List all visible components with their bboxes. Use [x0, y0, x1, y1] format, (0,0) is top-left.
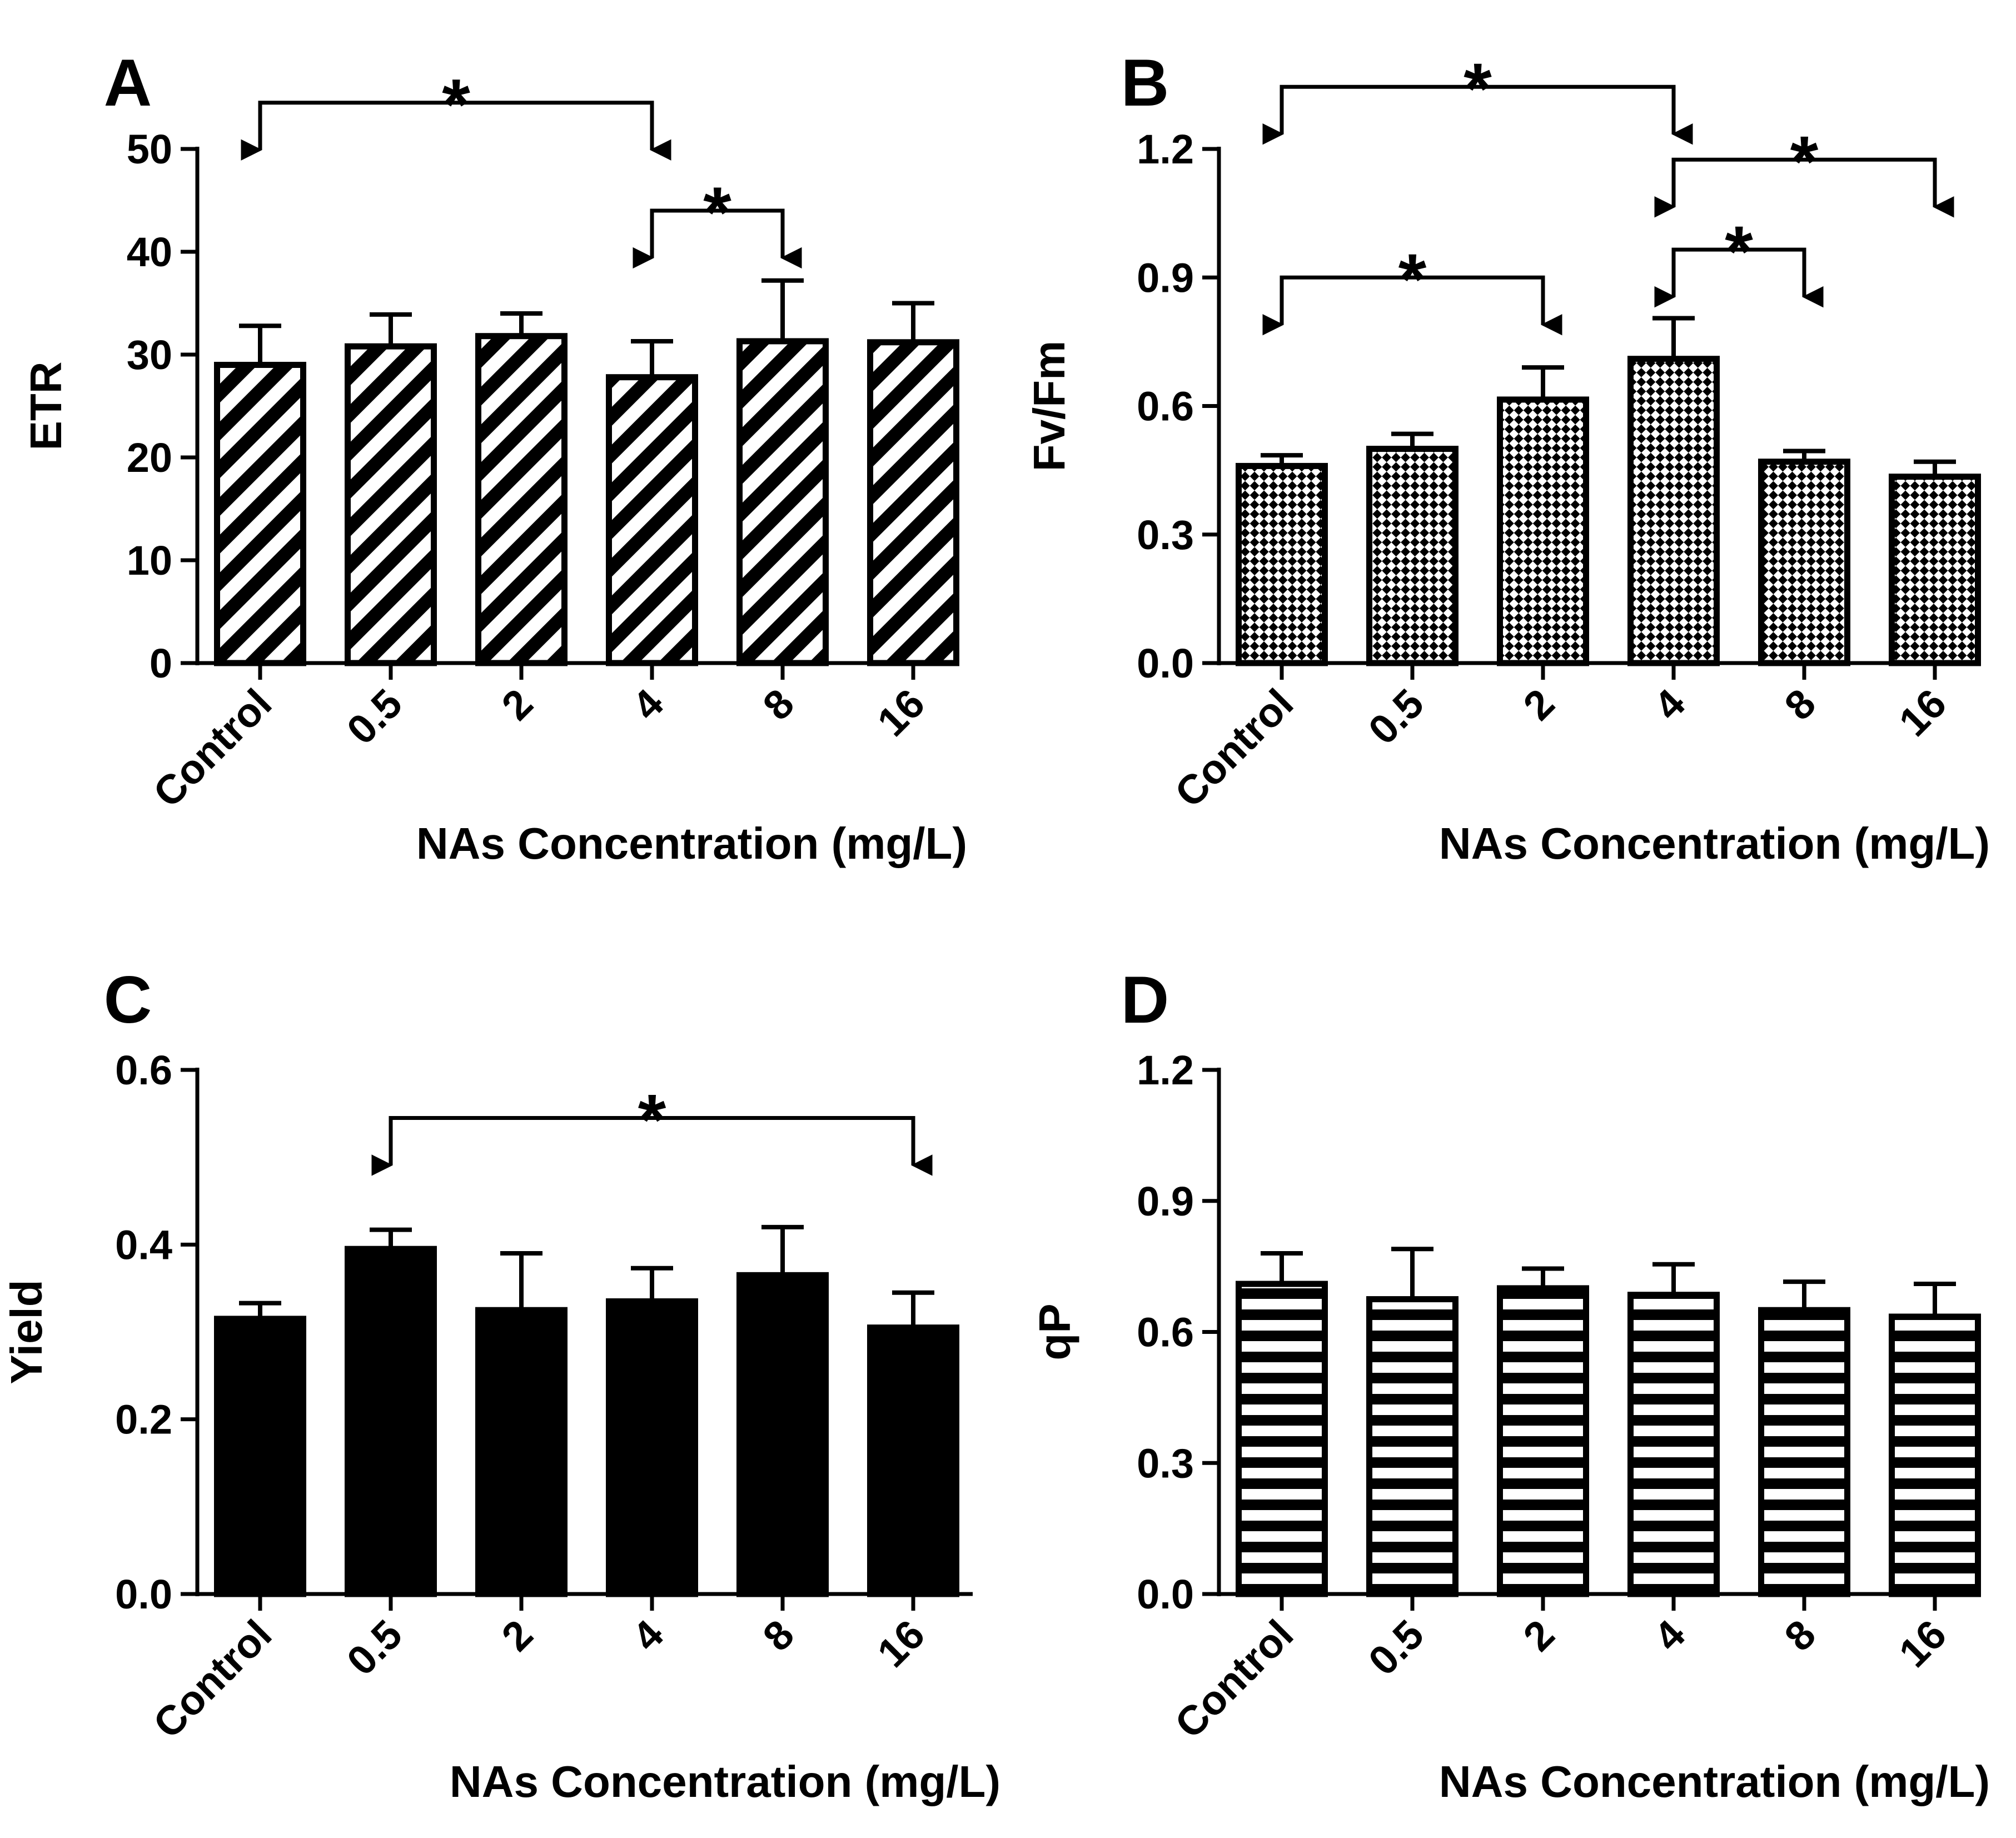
- x-tick-label: 8: [1776, 1611, 1825, 1660]
- y-tick-label: 30: [127, 332, 172, 378]
- chart-panel-c: C 0.0 0.2 0.4 0.6 Control 0.5 2 4 8 16 NAs Concentr…: [2, 963, 1000, 1806]
- y-tick-label: 1.2: [1137, 126, 1194, 172]
- x-tick-label: 2: [493, 1611, 542, 1660]
- significance-star: *: [1464, 48, 1492, 129]
- x-tick-label: 16: [868, 680, 933, 745]
- bar: [867, 339, 959, 666]
- bar: [1889, 1313, 1981, 1597]
- y-tick-label: 0: [150, 640, 172, 686]
- y-axis-label: Yield: [2, 1279, 51, 1384]
- x-tick-label: 16: [1890, 680, 1955, 745]
- y-axis-label: Fv/Fm: [1024, 341, 1074, 472]
- y-tick-label: 20: [127, 435, 172, 481]
- bar: [475, 333, 568, 666]
- x-tick-label: 16: [1890, 1611, 1955, 1676]
- y-tick-label: 0.9: [1137, 1178, 1194, 1224]
- bar: [1627, 1292, 1720, 1597]
- bar: [214, 362, 306, 666]
- panel-letter: D: [1121, 963, 1169, 1037]
- panel-letter: A: [104, 46, 152, 120]
- x-tick-label: Control: [145, 1611, 281, 1747]
- significance-bracket: *: [1262, 48, 1693, 145]
- significance-bracket: *: [633, 172, 802, 269]
- significance-star: *: [442, 64, 470, 145]
- significance-bracket: *: [1654, 211, 1824, 308]
- panel-letter: C: [104, 963, 152, 1037]
- bar: [1236, 462, 1328, 666]
- y-tick-label: 0.0: [115, 1571, 172, 1617]
- y-tick-label: 0.6: [1137, 1309, 1194, 1356]
- bar: [475, 1307, 568, 1597]
- significance-star: *: [638, 1079, 666, 1160]
- x-tick-label: 0.5: [338, 1611, 411, 1684]
- bar: [345, 1246, 437, 1597]
- y-tick-label: 0.0: [1137, 1571, 1194, 1617]
- bar: [867, 1324, 959, 1597]
- x-tick-label: Control: [145, 680, 281, 816]
- chart-panel-b: B 0.0 0.3 0.6 0.9 1.2 Control 0.5 2 4 8 16 NAs Conce…: [1024, 46, 1990, 868]
- x-tick-label: 2: [1515, 1611, 1564, 1660]
- x-tick-label: 8: [1776, 680, 1825, 729]
- y-tick-label: 0.6: [1137, 383, 1194, 430]
- x-tick-label: 0.5: [1360, 680, 1432, 753]
- x-axis-label: NAs Concentration (mg/L): [416, 819, 967, 868]
- bar: [214, 1316, 306, 1597]
- bar: [606, 1298, 698, 1597]
- x-tick-label: 2: [493, 680, 542, 729]
- x-tick-label: 4: [624, 1611, 673, 1660]
- significance-bracket: *: [1654, 121, 1954, 218]
- significance-bracket: *: [371, 1079, 933, 1176]
- bar: [1236, 1281, 1328, 1597]
- bar: [736, 338, 829, 666]
- bar: [736, 1272, 829, 1597]
- significance-bracket: *: [241, 64, 671, 161]
- x-axis-label: NAs Concentration (mg/L): [1439, 819, 1990, 868]
- x-tick-label: 4: [1645, 1611, 1694, 1660]
- x-axis-label: NAs Concentration (mg/L): [450, 1757, 1000, 1806]
- bar: [606, 374, 698, 666]
- x-tick-label: 4: [624, 680, 673, 729]
- bar: [1758, 459, 1850, 666]
- significance-star: *: [703, 172, 731, 253]
- y-tick-label: 1.2: [1137, 1047, 1194, 1093]
- x-tick-label: 2: [1515, 680, 1564, 729]
- x-tick-label: Control: [1166, 1611, 1302, 1747]
- x-axis-label: NAs Concentration (mg/L): [1439, 1757, 1990, 1806]
- y-tick-label: 0.3: [1137, 512, 1194, 558]
- significance-bracket: *: [1262, 238, 1562, 336]
- y-tick-label: 50: [127, 126, 172, 172]
- y-tick-label: 40: [127, 229, 172, 275]
- y-tick-label: 0.6: [115, 1047, 172, 1093]
- chart-panel-d: D 0.0 0.3 0.6 0.9 1.2 Control 0.5 2 4 8 16 NAs Conce…: [1030, 963, 1990, 1806]
- panel-letter: B: [1121, 46, 1169, 120]
- x-tick-label: 16: [868, 1611, 933, 1676]
- x-tick-label: 4: [1645, 680, 1694, 729]
- y-axis-label: ETR: [21, 362, 71, 451]
- bar: [1497, 1285, 1589, 1597]
- y-tick-label: 0.3: [1137, 1440, 1194, 1486]
- significance-star: *: [1790, 121, 1819, 202]
- x-tick-label: Control: [1166, 680, 1302, 816]
- significance-star: *: [1398, 238, 1427, 320]
- y-tick-label: 0.4: [115, 1222, 172, 1268]
- y-tick-label: 0.9: [1137, 255, 1194, 301]
- significance-star: *: [1725, 211, 1753, 292]
- bar: [1889, 474, 1981, 666]
- y-axis-label: qP: [1030, 1303, 1079, 1360]
- x-tick-label: 8: [754, 680, 803, 729]
- x-tick-label: 8: [754, 1611, 803, 1660]
- bar: [345, 343, 437, 666]
- y-tick-label: 0.0: [1137, 640, 1194, 686]
- bar: [1366, 446, 1459, 666]
- x-tick-label: 0.5: [338, 680, 411, 753]
- y-tick-label: 10: [127, 537, 172, 584]
- y-tick-label: 0.2: [115, 1397, 172, 1443]
- bar: [1758, 1307, 1850, 1597]
- bar: [1497, 396, 1589, 666]
- bar: [1366, 1296, 1459, 1597]
- bar: [1627, 356, 1720, 666]
- x-tick-label: 0.5: [1360, 1611, 1432, 1684]
- chart-panel-a: A 0 10 20 30 40 50 Control 0.5 2 4 8 16 NAs Concentra…: [21, 46, 967, 868]
